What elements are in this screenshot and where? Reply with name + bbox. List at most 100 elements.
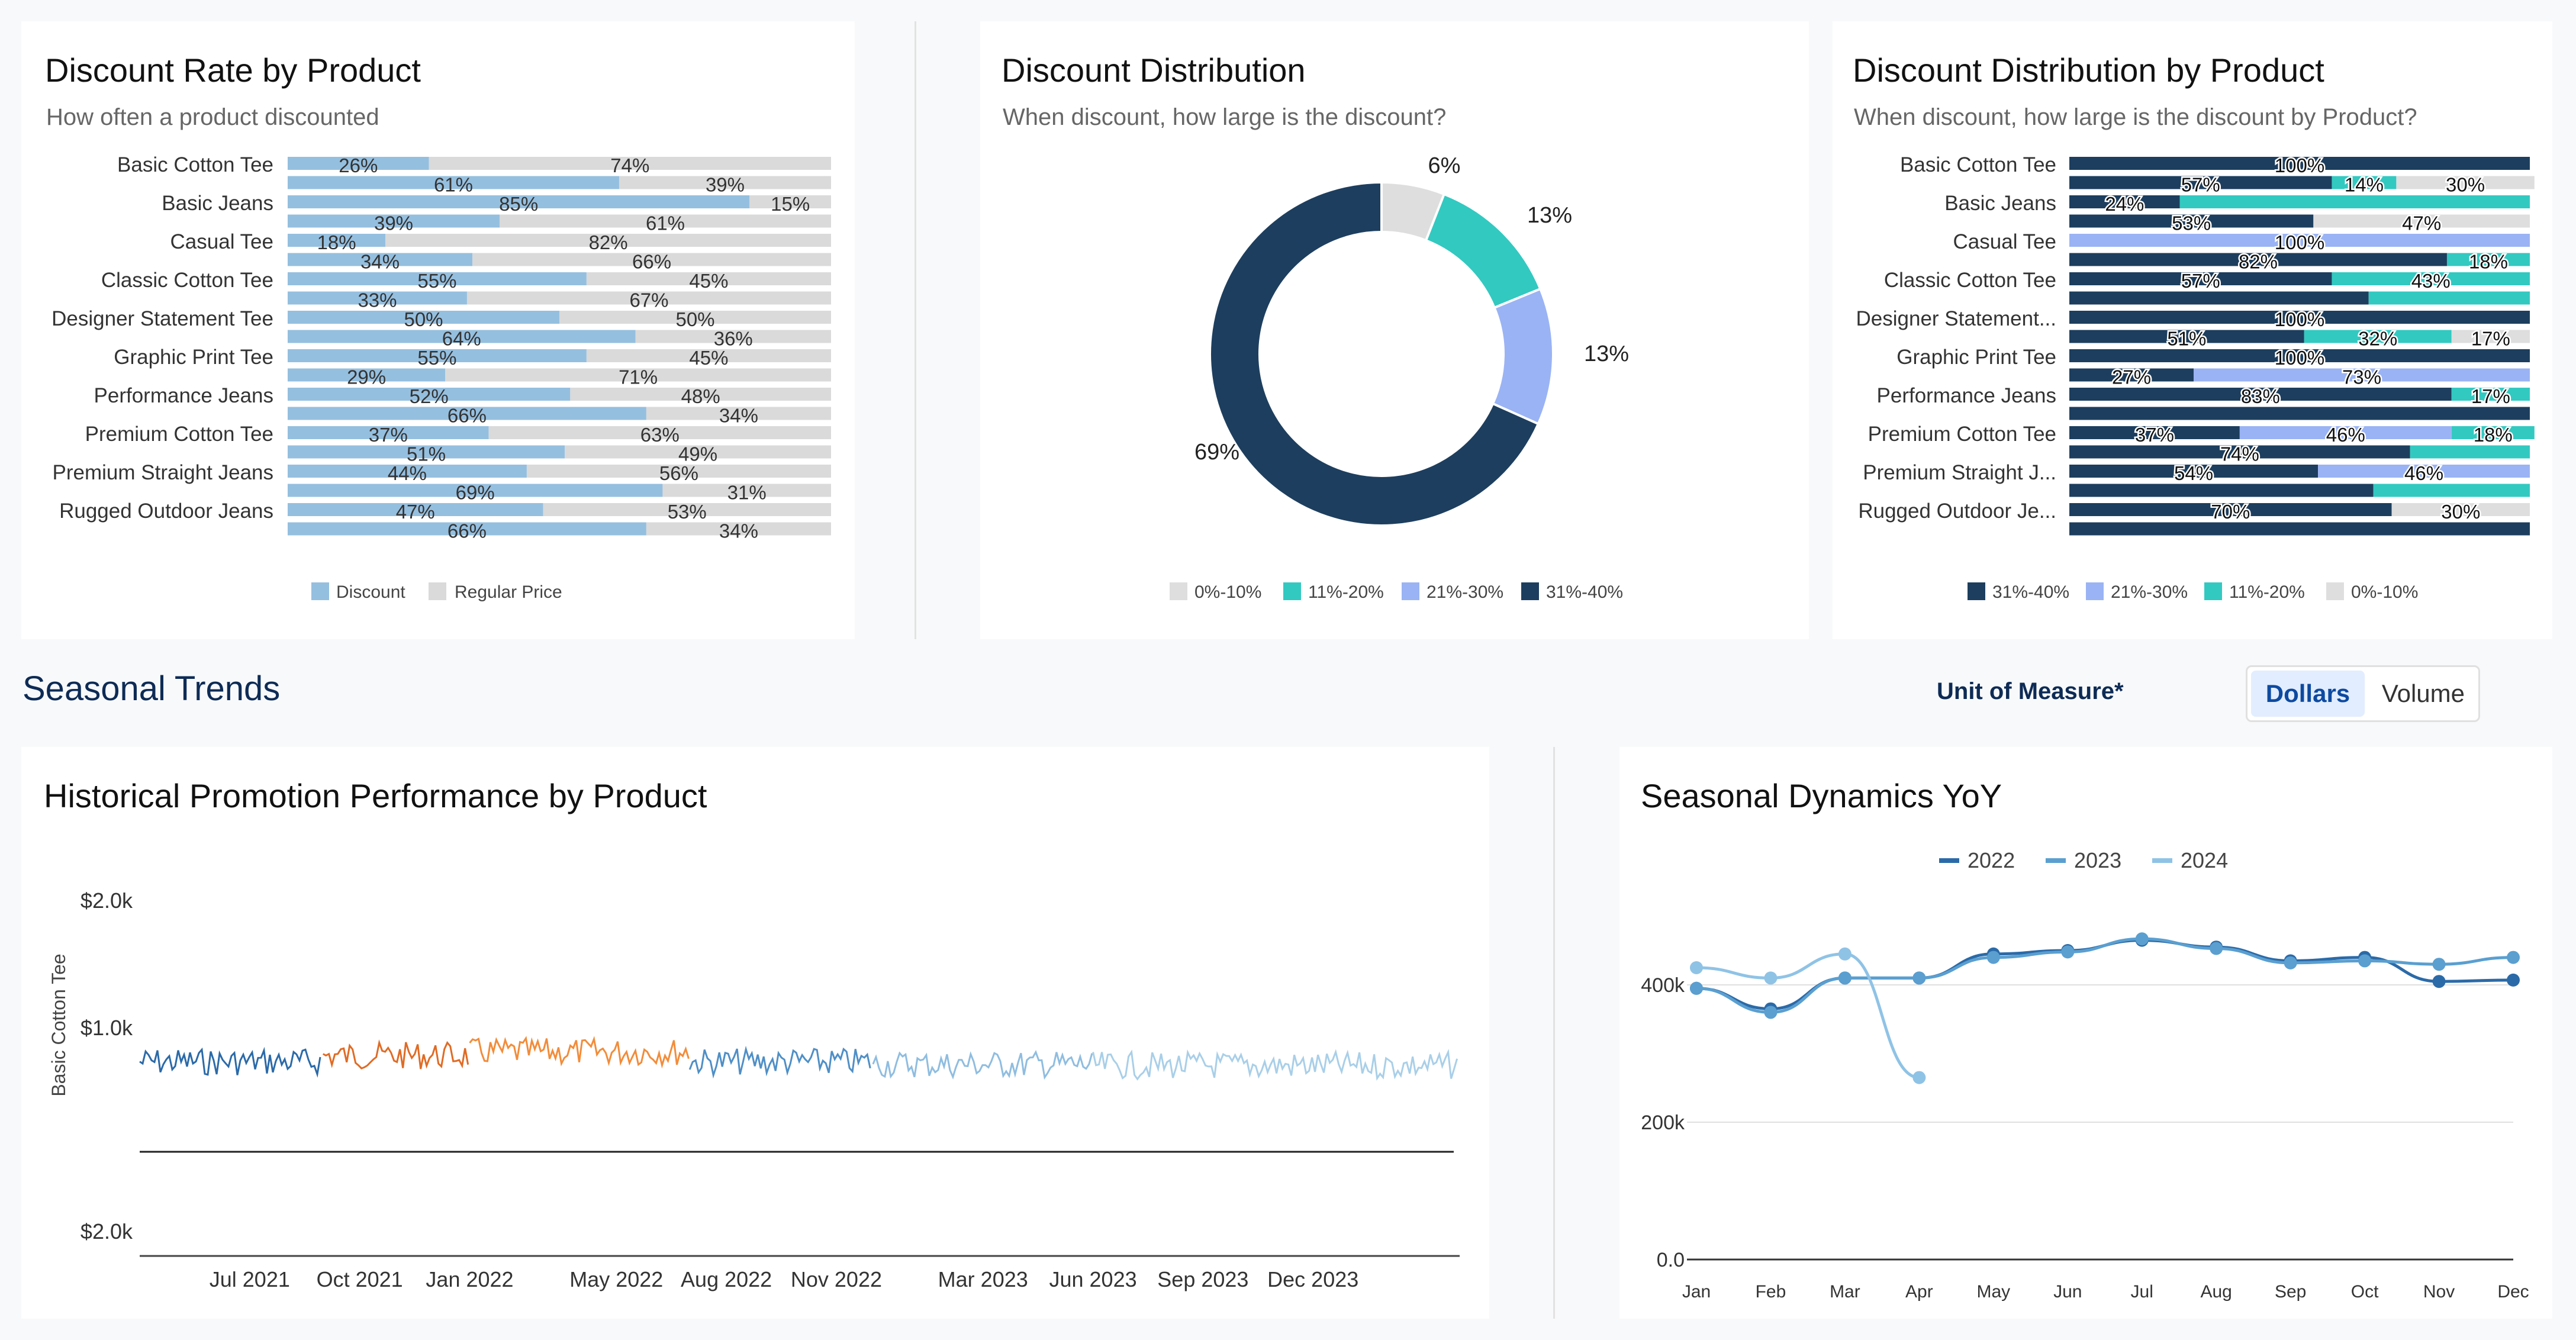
- discount-label: 85%: [499, 193, 538, 215]
- historical-promotion-card: Historical Promotion Performance by Prod…: [21, 747, 1489, 1319]
- discount-bar: [288, 330, 636, 343]
- dollars-option[interactable]: Dollars: [2251, 671, 2365, 717]
- regular-label: 39%: [706, 174, 745, 196]
- regular-label: 45%: [689, 347, 728, 369]
- data-point: [2432, 975, 2446, 988]
- segment-label: 70%: [2211, 501, 2250, 523]
- x-tick-label: Dec 2023: [1267, 1267, 1358, 1291]
- stacked-segment: [2368, 291, 2530, 305]
- legend-swatch: [2204, 582, 2222, 600]
- discount-bar: [288, 368, 446, 382]
- regular-bar: [662, 484, 831, 497]
- regular-label: 50%: [675, 308, 714, 330]
- stacked-segment: [2069, 253, 2447, 266]
- segment-label: 18%: [2474, 424, 2513, 446]
- regular-label: 31%: [727, 482, 767, 504]
- data-point: [2507, 973, 2520, 987]
- segment-label: 74%: [2220, 443, 2259, 465]
- discount-bar: [288, 311, 559, 324]
- unit-of-measure-label: Unit of Measure*: [1937, 678, 2124, 704]
- x-tick-label: Mar: [1830, 1282, 1860, 1302]
- category-label: Rugged Outdoor Je...: [1858, 500, 2056, 523]
- legend-swatch: [1170, 582, 1187, 600]
- discount-label: 37%: [369, 424, 408, 446]
- discount-label: 51%: [407, 443, 446, 465]
- discount-bar: [288, 426, 489, 439]
- legend-swatch: [1402, 582, 1419, 600]
- regular-label: 34%: [719, 520, 758, 542]
- regular-label: 71%: [619, 366, 658, 388]
- legend-label: 2024: [2181, 848, 2228, 872]
- card-subtitle: How often a product discounted: [46, 104, 379, 130]
- regular-bar: [385, 234, 831, 247]
- x-tick-label: Jun 2023: [1049, 1267, 1136, 1291]
- x-tick-label: Dec: [2497, 1282, 2529, 1302]
- regular-label: 63%: [640, 424, 680, 446]
- legend-swatch: [2086, 582, 2104, 600]
- regular-label: 66%: [632, 251, 671, 273]
- regular-label: 15%: [771, 193, 810, 215]
- discount-bar: [288, 503, 543, 516]
- stacked-segment: [2313, 214, 2530, 228]
- x-tick-label: Jul: [2131, 1282, 2153, 1302]
- regular-label: 49%: [678, 443, 717, 465]
- x-tick-label: Apr: [1905, 1282, 1933, 1302]
- discount-bar: [288, 176, 619, 189]
- discount-label: 55%: [417, 270, 456, 292]
- discount-label: 61%: [434, 174, 473, 196]
- legend-swatch: [1283, 582, 1301, 600]
- discount-bar: [288, 234, 386, 247]
- category-label: Premium Straight J...: [1863, 461, 2056, 484]
- slice-label: 13%: [1584, 342, 1629, 366]
- segment-label: 18%: [2469, 251, 2508, 273]
- discount-by-product-chart: Basic Cotton Tee Basic Jeans Casual Tee Cla…: [1856, 153, 2535, 602]
- historical-promotion-chart: $2.0k $1.0k $2.0k Basic Cotton Tee Jul 2021 O…: [48, 888, 1460, 1291]
- segment-label: 51%: [2167, 328, 2206, 350]
- unit-toggle[interactable]: Dollars Volume: [2246, 665, 2480, 722]
- discount-label: 47%: [396, 501, 435, 523]
- x-tick-label: Aug: [2200, 1282, 2232, 1302]
- data-point: [2432, 958, 2446, 971]
- stacked-segment: [2179, 195, 2530, 208]
- series-line: [323, 1039, 469, 1070]
- data-point: [1764, 971, 1778, 985]
- x-tick-label: Jun: [2053, 1282, 2082, 1302]
- regular-bar: [635, 330, 831, 343]
- discount-label: 44%: [388, 462, 427, 484]
- regular-bar: [445, 368, 831, 382]
- category-label: Rugged Outdoor Jeans: [59, 500, 273, 523]
- y-tick-label: $2.0k: [80, 1219, 133, 1244]
- discount-label: 50%: [404, 308, 443, 330]
- regular-label: 53%: [668, 501, 707, 523]
- segment-label: 73%: [2342, 366, 2381, 388]
- segment-label: 83%: [2241, 385, 2280, 407]
- stacked-segment: [2391, 503, 2530, 516]
- discount-bar: [288, 214, 500, 228]
- data-point: [2507, 951, 2520, 964]
- legend-label: 0%-10%: [1194, 582, 1261, 602]
- category-label: Basic Jeans: [1944, 192, 2056, 215]
- stacked-segment: [2332, 272, 2530, 285]
- discount-label: 66%: [447, 405, 487, 427]
- stacked-segment: [2069, 445, 2410, 459]
- series-line: [1696, 952, 1920, 1080]
- x-tick-label: Jan 2022: [426, 1267, 513, 1291]
- category-label: Performance Jeans: [94, 384, 273, 407]
- legend-label: 2022: [1968, 848, 2015, 872]
- discount-label: 69%: [456, 482, 495, 504]
- segment-label: 46%: [2404, 462, 2443, 484]
- stacked-segment: [2069, 195, 2180, 208]
- stacked-segment: [2451, 330, 2530, 343]
- card-title: Discount Distribution by Product: [1853, 51, 2324, 89]
- data-point: [1912, 1071, 1926, 1084]
- category-label: Graphic Print Tee: [114, 346, 273, 369]
- category-label: Basic Cotton Tee: [1900, 153, 2056, 176]
- x-tick-label: Jul 2021: [210, 1267, 290, 1291]
- stacked-segment: [2069, 291, 2369, 305]
- data-point: [1838, 971, 1852, 985]
- legend-swatch: [1968, 582, 1985, 600]
- volume-option[interactable]: Volume: [2381, 679, 2465, 707]
- discount-distribution-donut: 6% 13% 13% 69% 0%-10% 11%-20% 21%-30% 31%-40%: [1170, 153, 1629, 602]
- discount-rate-card: Discount Rate by Product How often a pro…: [21, 21, 855, 639]
- discount-bar: [288, 157, 429, 170]
